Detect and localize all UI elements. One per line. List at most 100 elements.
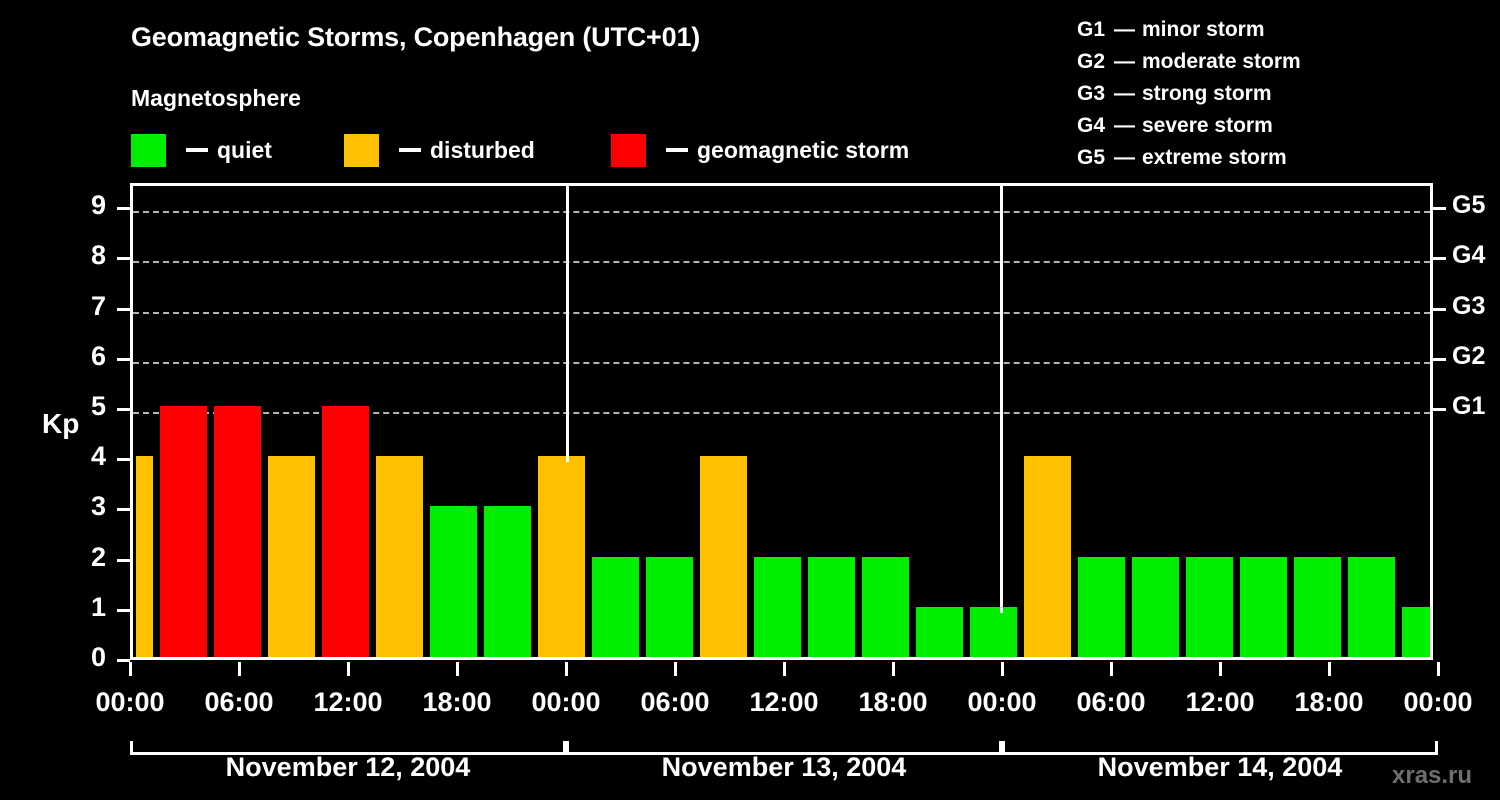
- x-tick-label-3: 18:00: [422, 687, 492, 717]
- bar-kp-4-disturbed[interactable]: [700, 456, 747, 657]
- g-scale-row-g2: G2 — moderate storm: [1077, 46, 1301, 78]
- legend-label: quiet: [217, 136, 272, 163]
- x-tick-label-6: 12:00: [749, 687, 819, 717]
- g-scale-description: minor storm: [1142, 18, 1265, 41]
- g-scale-row-g3: G3 — strong storm: [1077, 78, 1301, 110]
- x-tick-mark-8: [1001, 662, 1004, 676]
- y-tick-label-7: 7: [90, 290, 106, 321]
- bar-kp-2-quiet[interactable]: [1348, 556, 1395, 657]
- plot-inner: [133, 186, 1430, 657]
- x-tick-mark-5: [674, 662, 677, 676]
- legend-item-disturbed: disturbed: [344, 133, 535, 167]
- g-scale-code: G4: [1077, 114, 1106, 137]
- bar-kp-2-quiet[interactable]: [646, 556, 693, 657]
- x-tick-label-0: 00:00: [95, 687, 165, 717]
- y-tick-label-6: 6: [90, 340, 106, 371]
- green-swatch: [131, 133, 166, 167]
- bar-kp-4-disturbed[interactable]: [1024, 456, 1071, 657]
- y-tick-mark-7: [117, 307, 130, 311]
- x-tick-label-9: 06:00: [1076, 687, 1146, 717]
- bar-kp-5-geomagnetic-storm[interactable]: [214, 405, 261, 657]
- gridline-kp-7: [133, 311, 1430, 314]
- bar-kp-2-quiet[interactable]: [808, 556, 855, 657]
- y-tick-mark-2: [117, 558, 130, 562]
- legend-label: disturbed: [430, 136, 535, 163]
- x-tick-label-8: 00:00: [967, 687, 1037, 717]
- x-tick-mark-7: [892, 662, 895, 676]
- y-tick-label-1: 1: [90, 591, 106, 622]
- g-scale-row-g5: G5 — extreme storm: [1077, 142, 1301, 174]
- right-tick-mark-g4: [1433, 257, 1446, 261]
- y-tick-mark-1: [117, 608, 130, 612]
- day-separator-2: [1000, 186, 1003, 613]
- right-tick-label-g3: G3: [1452, 291, 1486, 320]
- y-tick-label-0: 0: [90, 642, 106, 672]
- g-scale-description: moderate storm: [1142, 50, 1301, 73]
- gridline-kp-9: [133, 211, 1430, 214]
- bar-kp-5-geomagnetic-storm[interactable]: [160, 405, 207, 657]
- bar-kp-2-quiet[interactable]: [1078, 556, 1125, 657]
- g-scale-description: severe storm: [1142, 114, 1273, 137]
- bar-kp-2-quiet[interactable]: [1186, 556, 1233, 657]
- g-scale-legend: G1 — minor storm G2 — moderate storm G3 — strong…: [1077, 14, 1301, 174]
- bar-kp-4-disturbed[interactable]: [376, 456, 423, 657]
- bar-kp-1-quiet[interactable]: [916, 606, 963, 657]
- right-tick-label-g2: G2: [1452, 341, 1486, 370]
- x-tick-label-5: 06:00: [640, 687, 710, 717]
- legend-dash-icon: [186, 148, 208, 152]
- legend-label: geomagnetic storm: [697, 136, 910, 163]
- right-tick-label-g1: G1: [1452, 391, 1486, 420]
- day-label-1: November 12, 2004: [225, 752, 471, 782]
- g-scale-row-g4: G4 — severe storm: [1077, 110, 1301, 142]
- x-tick-mark-12: [1437, 662, 1440, 676]
- x-tick-mark-6: [783, 662, 786, 676]
- em-dash-icon: —: [1114, 18, 1135, 41]
- red-swatch: [611, 133, 646, 167]
- bar-kp-4-disturbed[interactable]: [538, 456, 585, 657]
- bar-kp-1-quiet[interactable]: [970, 606, 1017, 657]
- x-tick-label-4: 00:00: [531, 687, 601, 717]
- gridline-kp-6: [133, 361, 1430, 364]
- bar-kp-2-quiet[interactable]: [862, 556, 909, 657]
- bar-kp-4-disturbed[interactable]: [136, 456, 153, 657]
- legend-item-geomagnetic-storm: geomagnetic storm: [611, 133, 909, 167]
- g-scale-row-g1: G1 — minor storm: [1077, 14, 1301, 46]
- bar-kp-4-disturbed[interactable]: [268, 456, 315, 657]
- g-scale-code: G1: [1077, 18, 1106, 41]
- right-tick-mark-g5: [1433, 207, 1446, 211]
- x-tick-mark-10: [1219, 662, 1222, 676]
- x-tick-label-10: 12:00: [1185, 687, 1255, 717]
- bar-series: [133, 186, 1430, 657]
- page-title: Geomagnetic Storms, Copenhagen (UTC+01): [131, 22, 701, 52]
- day-separator-1: [566, 186, 569, 463]
- right-tick-mark-g1: [1433, 407, 1446, 411]
- bar-kp-2-quiet[interactable]: [1240, 556, 1287, 657]
- bar-kp-2-quiet[interactable]: [754, 556, 801, 657]
- em-dash-icon: —: [1114, 146, 1135, 169]
- day-label-3: November 14, 2004: [1097, 752, 1343, 782]
- y-tick-label-2: 2: [90, 541, 106, 572]
- day-label-2: November 13, 2004: [661, 752, 907, 782]
- bar-kp-2-quiet[interactable]: [1132, 556, 1179, 657]
- bar-kp-3-quiet[interactable]: [430, 506, 477, 657]
- y-tick-mark-4: [117, 458, 130, 462]
- watermark: xras.ru: [1392, 762, 1473, 789]
- y-tick-mark-5: [117, 407, 130, 411]
- bar-kp-3-quiet[interactable]: [484, 506, 531, 657]
- x-tick-label-12: 00:00: [1403, 687, 1473, 717]
- g-scale-code: G2: [1077, 50, 1106, 73]
- right-tick-label-g4: G4: [1452, 241, 1486, 270]
- legend-dash-icon: [666, 148, 688, 152]
- y-tick-label-8: 8: [90, 240, 106, 271]
- x-tick-label-7: 18:00: [858, 687, 928, 717]
- y-tick-mark-6: [117, 357, 130, 361]
- y-tick-label-9: 9: [90, 190, 106, 221]
- right-tick-label-g5: G5: [1452, 191, 1486, 220]
- bar-kp-5-geomagnetic-storm[interactable]: [322, 405, 369, 657]
- legend-item-quiet: quiet: [131, 133, 272, 167]
- y-tick-label-4: 4: [90, 441, 106, 472]
- bar-kp-1-quiet[interactable]: [1402, 606, 1430, 657]
- bar-kp-2-quiet[interactable]: [1294, 556, 1341, 657]
- bar-kp-2-quiet[interactable]: [592, 556, 639, 657]
